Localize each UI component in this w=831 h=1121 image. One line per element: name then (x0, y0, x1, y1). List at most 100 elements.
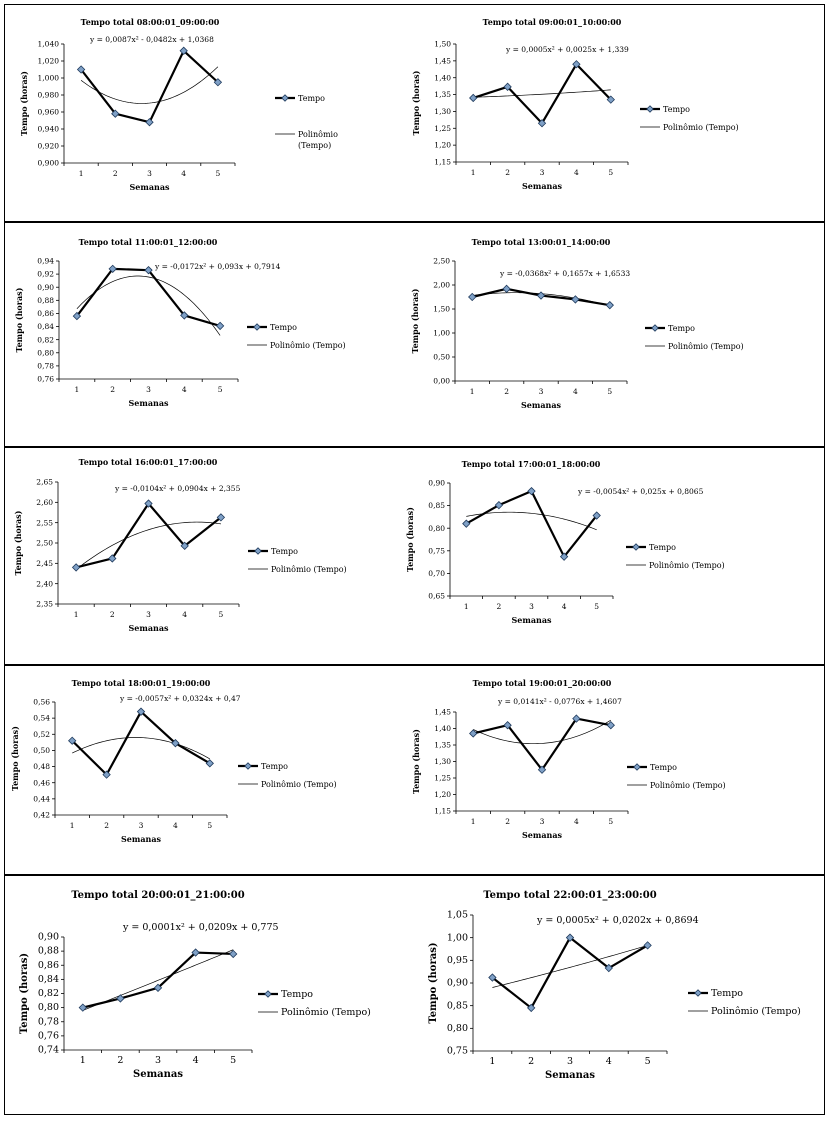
y-tick-label: 1,000 (38, 74, 60, 83)
legend-series-label: Tempo (298, 94, 325, 103)
trendline (466, 511, 597, 531)
y-tick-label: 0,95 (447, 955, 468, 966)
data-point (153, 983, 163, 993)
x-tick-label: 1 (470, 387, 475, 396)
y-tick-label: 0,80 (38, 1002, 59, 1013)
y-tick-label: 1,50 (433, 305, 450, 314)
x-tick-label: 1 (471, 168, 476, 177)
y-tick-label: 0,65 (428, 592, 445, 601)
chart-3: Tempo total 11:00:01_12:00:00 0,76 0,78 0,8… (14, 237, 346, 408)
x-axis-title: Semanas (545, 1070, 595, 1081)
x-tick-label: 2 (528, 1056, 534, 1067)
y-tick-label: 1,15 (434, 807, 451, 816)
y-tick-label: 0,76 (38, 1030, 59, 1041)
y-tick-label: 1,20 (434, 141, 451, 150)
chart-title: Tempo total 13:00:01_14:00:00 (472, 237, 611, 247)
trend-equation: y = 0,0001x² + 0,0209x + 0,775 (122, 922, 279, 933)
y-axis-title: Tempo (horas) (428, 942, 439, 1023)
y-tick-label: 0,74 (38, 1045, 59, 1056)
y-tick-label: 0,86 (37, 309, 54, 318)
x-tick-label: 2 (104, 821, 109, 830)
y-tick-label: 0,86 (38, 960, 59, 971)
data-point (494, 500, 504, 510)
y-tick-label: 0,88 (37, 296, 54, 305)
y-tick-label: 0,80 (37, 348, 54, 357)
chart-title: Tempo total 08:00:01_09:00:00 (81, 17, 220, 27)
x-tick-label: 1 (75, 385, 80, 394)
data-point (565, 933, 575, 942)
y-tick-label: 0,50 (33, 746, 50, 755)
y-tick-label: 0,56 (33, 698, 50, 707)
legend: Tempo Polinômio (Tempo) (275, 94, 338, 150)
x-tick-label: 3 (529, 602, 534, 611)
data-point (180, 541, 189, 551)
y-tick-label: 2,00 (433, 281, 450, 290)
legend-series-label: Tempo (261, 762, 288, 771)
chart-row-1 (4, 4, 825, 222)
x-tick-label: 2 (497, 602, 502, 611)
x-tick-label: 5 (608, 168, 613, 177)
series-line (76, 267, 221, 327)
x-tick-label: 2 (113, 169, 118, 178)
legend-series-marker (633, 763, 641, 771)
data-point (71, 563, 81, 572)
data-point (537, 765, 547, 774)
legend-trend-label: Polinômio (Tempo) (281, 1007, 371, 1018)
x-tick-label: 4 (574, 817, 579, 826)
trendline (492, 945, 648, 988)
legend-trend-label: Polinômio (Tempo) (711, 1006, 801, 1017)
y-tick-label: 0,70 (428, 569, 445, 578)
x-axis-title: Semanas (129, 182, 170, 192)
x-axis-title: Semanas (128, 623, 169, 633)
y-tick-label: 0,85 (428, 501, 445, 510)
y-tick-label: 0,75 (428, 546, 445, 555)
y-tick-label: 0,960 (38, 108, 60, 117)
x-tick-label: 2 (117, 1055, 123, 1066)
x-axis-title: Semanas (522, 181, 563, 191)
data-point (171, 738, 180, 748)
x-tick-label: 5 (594, 602, 599, 611)
chart-title: Tempo total 19:00:01_20:00:00 (473, 678, 612, 688)
y-tick-label: 1,35 (434, 90, 451, 99)
y-tick-label: 1,00 (447, 932, 468, 943)
y-tick-label: 0,80 (428, 524, 445, 533)
x-tick-label: 4 (574, 168, 579, 177)
x-tick-label: 4 (606, 1056, 612, 1067)
legend-series-label: Tempo (270, 323, 297, 332)
legend-series-label: Tempo (668, 324, 695, 333)
legend-series-label: Tempo (281, 989, 313, 1000)
legend-trend-label: Polinômio (Tempo) (270, 341, 346, 350)
chart-row-2 (4, 222, 825, 447)
x-axis-title: Semanas (521, 400, 562, 410)
data-point (213, 78, 223, 87)
data-point (229, 949, 238, 959)
data-point (108, 554, 117, 563)
y-tick-label: 0,90 (38, 932, 59, 943)
x-tick-label: 2 (110, 610, 115, 619)
y-tick-label: 0,84 (38, 974, 59, 985)
x-axis-title: Semanas (128, 398, 169, 408)
x-tick-label: 4 (573, 387, 578, 396)
x-tick-label: 1 (70, 821, 75, 830)
legend: Tempo Polinômio (Tempo) (645, 324, 744, 351)
chart-title: Tempo total 16:00:01_17:00:00 (79, 457, 218, 467)
data-point (179, 46, 188, 55)
data-point (469, 93, 478, 103)
x-tick-label: 4 (562, 602, 567, 611)
y-tick-label: 1,00 (433, 329, 450, 338)
trend-equation: y = 0,0087x² - 0,0482x + 1,0368 (89, 35, 214, 44)
x-axis-title: Semanas (133, 1069, 183, 1080)
x-tick-label: 5 (645, 1056, 651, 1067)
y-tick-label: 1,45 (434, 708, 451, 717)
data-point (559, 552, 569, 561)
data-point (116, 994, 125, 1003)
y-tick-label: 0,44 (33, 794, 50, 803)
data-point (144, 266, 153, 275)
data-point (111, 109, 120, 118)
x-tick-label: 1 (80, 1055, 86, 1066)
trendline (473, 719, 611, 745)
x-axis-title: Semanas (511, 615, 552, 625)
chart-10: Tempo total 22:00:01_23:00:00 0,75 0,80 0,8… (428, 890, 801, 1081)
